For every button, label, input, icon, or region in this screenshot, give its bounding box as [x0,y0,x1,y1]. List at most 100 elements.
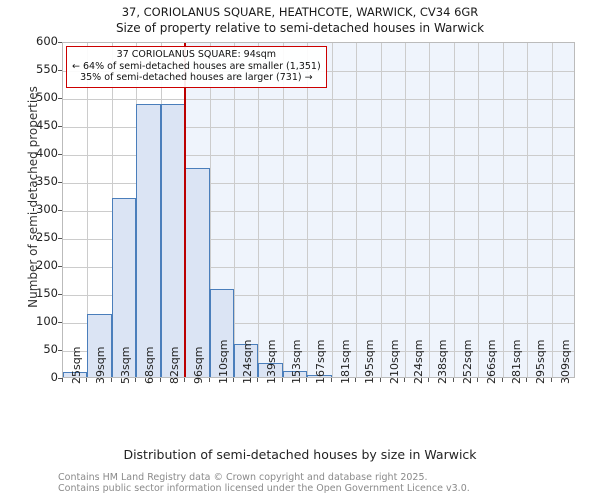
y-axis-tick-label: 400 [36,146,58,160]
y-axis-tick-label: 600 [36,34,58,48]
chart-title: 37, CORIOLANUS SQUARE, HEATHCOTE, WARWIC… [121,5,479,19]
x-axis-tick-label: 167sqm [314,339,328,384]
y-axis-tickmark [58,126,62,127]
histogram-bar [160,104,186,377]
x-axis-tick-label: 295sqm [534,339,548,384]
gridline-horizontal [63,127,574,128]
y-axis-tickmark [58,378,62,379]
x-axis-tickmark [62,378,63,382]
gridline-vertical [258,43,259,377]
gridline-horizontal [63,211,574,212]
histogram-bar [111,197,137,377]
y-axis-tick-label: 350 [36,174,58,188]
gridline-vertical [454,43,455,377]
histogram-bar [307,374,332,377]
gridline-vertical [429,43,430,377]
y-axis-tickmark [58,42,62,43]
plot-area [62,42,575,378]
x-axis-tick-label: 110sqm [216,339,230,384]
gridline-vertical [234,43,235,377]
gridline-vertical [307,43,308,377]
x-axis-tickmark [159,378,161,382]
gridline-horizontal [63,323,574,324]
histogram-bar [234,343,259,377]
y-axis-tickmark [58,182,62,183]
annotation-line-smaller: ← 64% of semi-detached houses are smalle… [72,60,321,72]
y-axis-tickmark [58,322,62,323]
gridline-vertical [356,43,357,377]
x-axis-label: Distribution of semi-detached houses by … [123,447,477,462]
x-axis-tickmark [404,378,405,382]
y-axis-tick-label: 450 [36,118,58,132]
x-axis-tick-label: 53sqm [118,346,132,384]
x-axis-tick-label: 124sqm [241,339,254,384]
x-axis-tickmark [477,378,479,382]
gridline-horizontal [63,183,574,184]
y-axis-tick-label: 100 [36,314,58,328]
y-axis-tick-label: 500 [36,90,58,104]
y-axis-tickmark [58,350,62,351]
gridline-vertical [552,43,553,377]
x-axis-tick-label: 39sqm [94,346,108,384]
footer-attribution: Contains HM Land Registry data © Crown c… [58,472,598,494]
annotation-line-title: 37 CORIOLANUS SQUARE: 94sqm [116,49,276,60]
x-axis-tick-label: 309sqm [558,339,572,384]
y-axis-tickmark [58,98,62,99]
x-axis-tickmark [428,378,430,382]
x-axis-tickmark [86,378,88,382]
gridline-vertical [405,43,406,377]
y-axis-tickmark [58,70,62,71]
gridline-horizontal [63,351,574,352]
gridline-vertical [503,43,504,377]
gridline-vertical [381,43,382,377]
y-axis-tick-label: 250 [36,230,58,244]
x-axis-tickmark [184,378,186,382]
chart-subtitle: Size of property relative to semi-detach… [115,21,485,35]
x-axis-tickmark [306,378,308,382]
y-axis-tick-label: 50 [43,342,58,356]
property-annotation-box: 37 CORIOLANUS SQUARE: 94sqm ← 64% of sem… [66,46,327,88]
x-axis-tick-label: 25sqm [70,346,83,384]
x-axis-tick-label: 210sqm [387,339,401,384]
x-axis-tick-label: 181sqm [338,339,352,384]
title-block: 37, CORIOLANUS SQUARE, HEATHCOTE, WARWIC… [0,4,600,37]
histogram-bar [258,362,283,377]
y-axis-label: Number of semi-detached properties [26,86,40,308]
y-axis-tick-label: 300 [36,202,58,216]
x-axis-tickmark [281,378,283,382]
gridline-horizontal [63,239,574,240]
x-axis-tickmark [135,378,137,382]
right-region-shading [185,43,574,377]
y-axis-tickmark [58,154,62,155]
histogram-bar [87,314,112,377]
property-marker-line [184,43,187,377]
gridline-horizontal [63,267,574,268]
gridline-horizontal [63,295,574,296]
x-axis-tickmark [110,378,112,382]
footer-line-2: Contains public sector information licen… [58,483,470,494]
x-axis-tick-label: 266sqm [485,339,499,384]
y-axis-tick-label: 200 [36,258,58,272]
histogram-bar [136,104,161,377]
histogram-bar [63,371,88,377]
x-axis-tickmark [208,378,210,382]
x-axis-tick-label: 96sqm [192,346,206,384]
x-axis-tick-label: 82sqm [167,346,181,384]
x-axis-tick-label: 252sqm [460,339,474,384]
gridline-vertical [527,43,528,377]
x-axis-tickmark [355,378,357,382]
x-axis-tick-label: 224sqm [412,339,425,384]
x-axis-tickmark [233,378,234,382]
y-axis-ticks: 0 50 100 150 200 250 300 350 400 450 500 550 600 [0,0,58,500]
y-axis-tick-label: 0 [50,370,58,384]
x-axis-tick-label: 68sqm [143,346,157,384]
gridline-vertical [87,43,88,377]
y-axis-tickmark [58,294,62,295]
x-axis-tickmark [550,378,552,382]
footer-line-1: Contains HM Land Registry data © Crown c… [58,472,428,483]
histogram-bar [478,376,503,377]
histogram-bar [185,167,210,377]
histogram-bar [453,376,479,377]
x-axis-tick-label: 238sqm [436,339,450,384]
histogram-bar [282,370,308,377]
